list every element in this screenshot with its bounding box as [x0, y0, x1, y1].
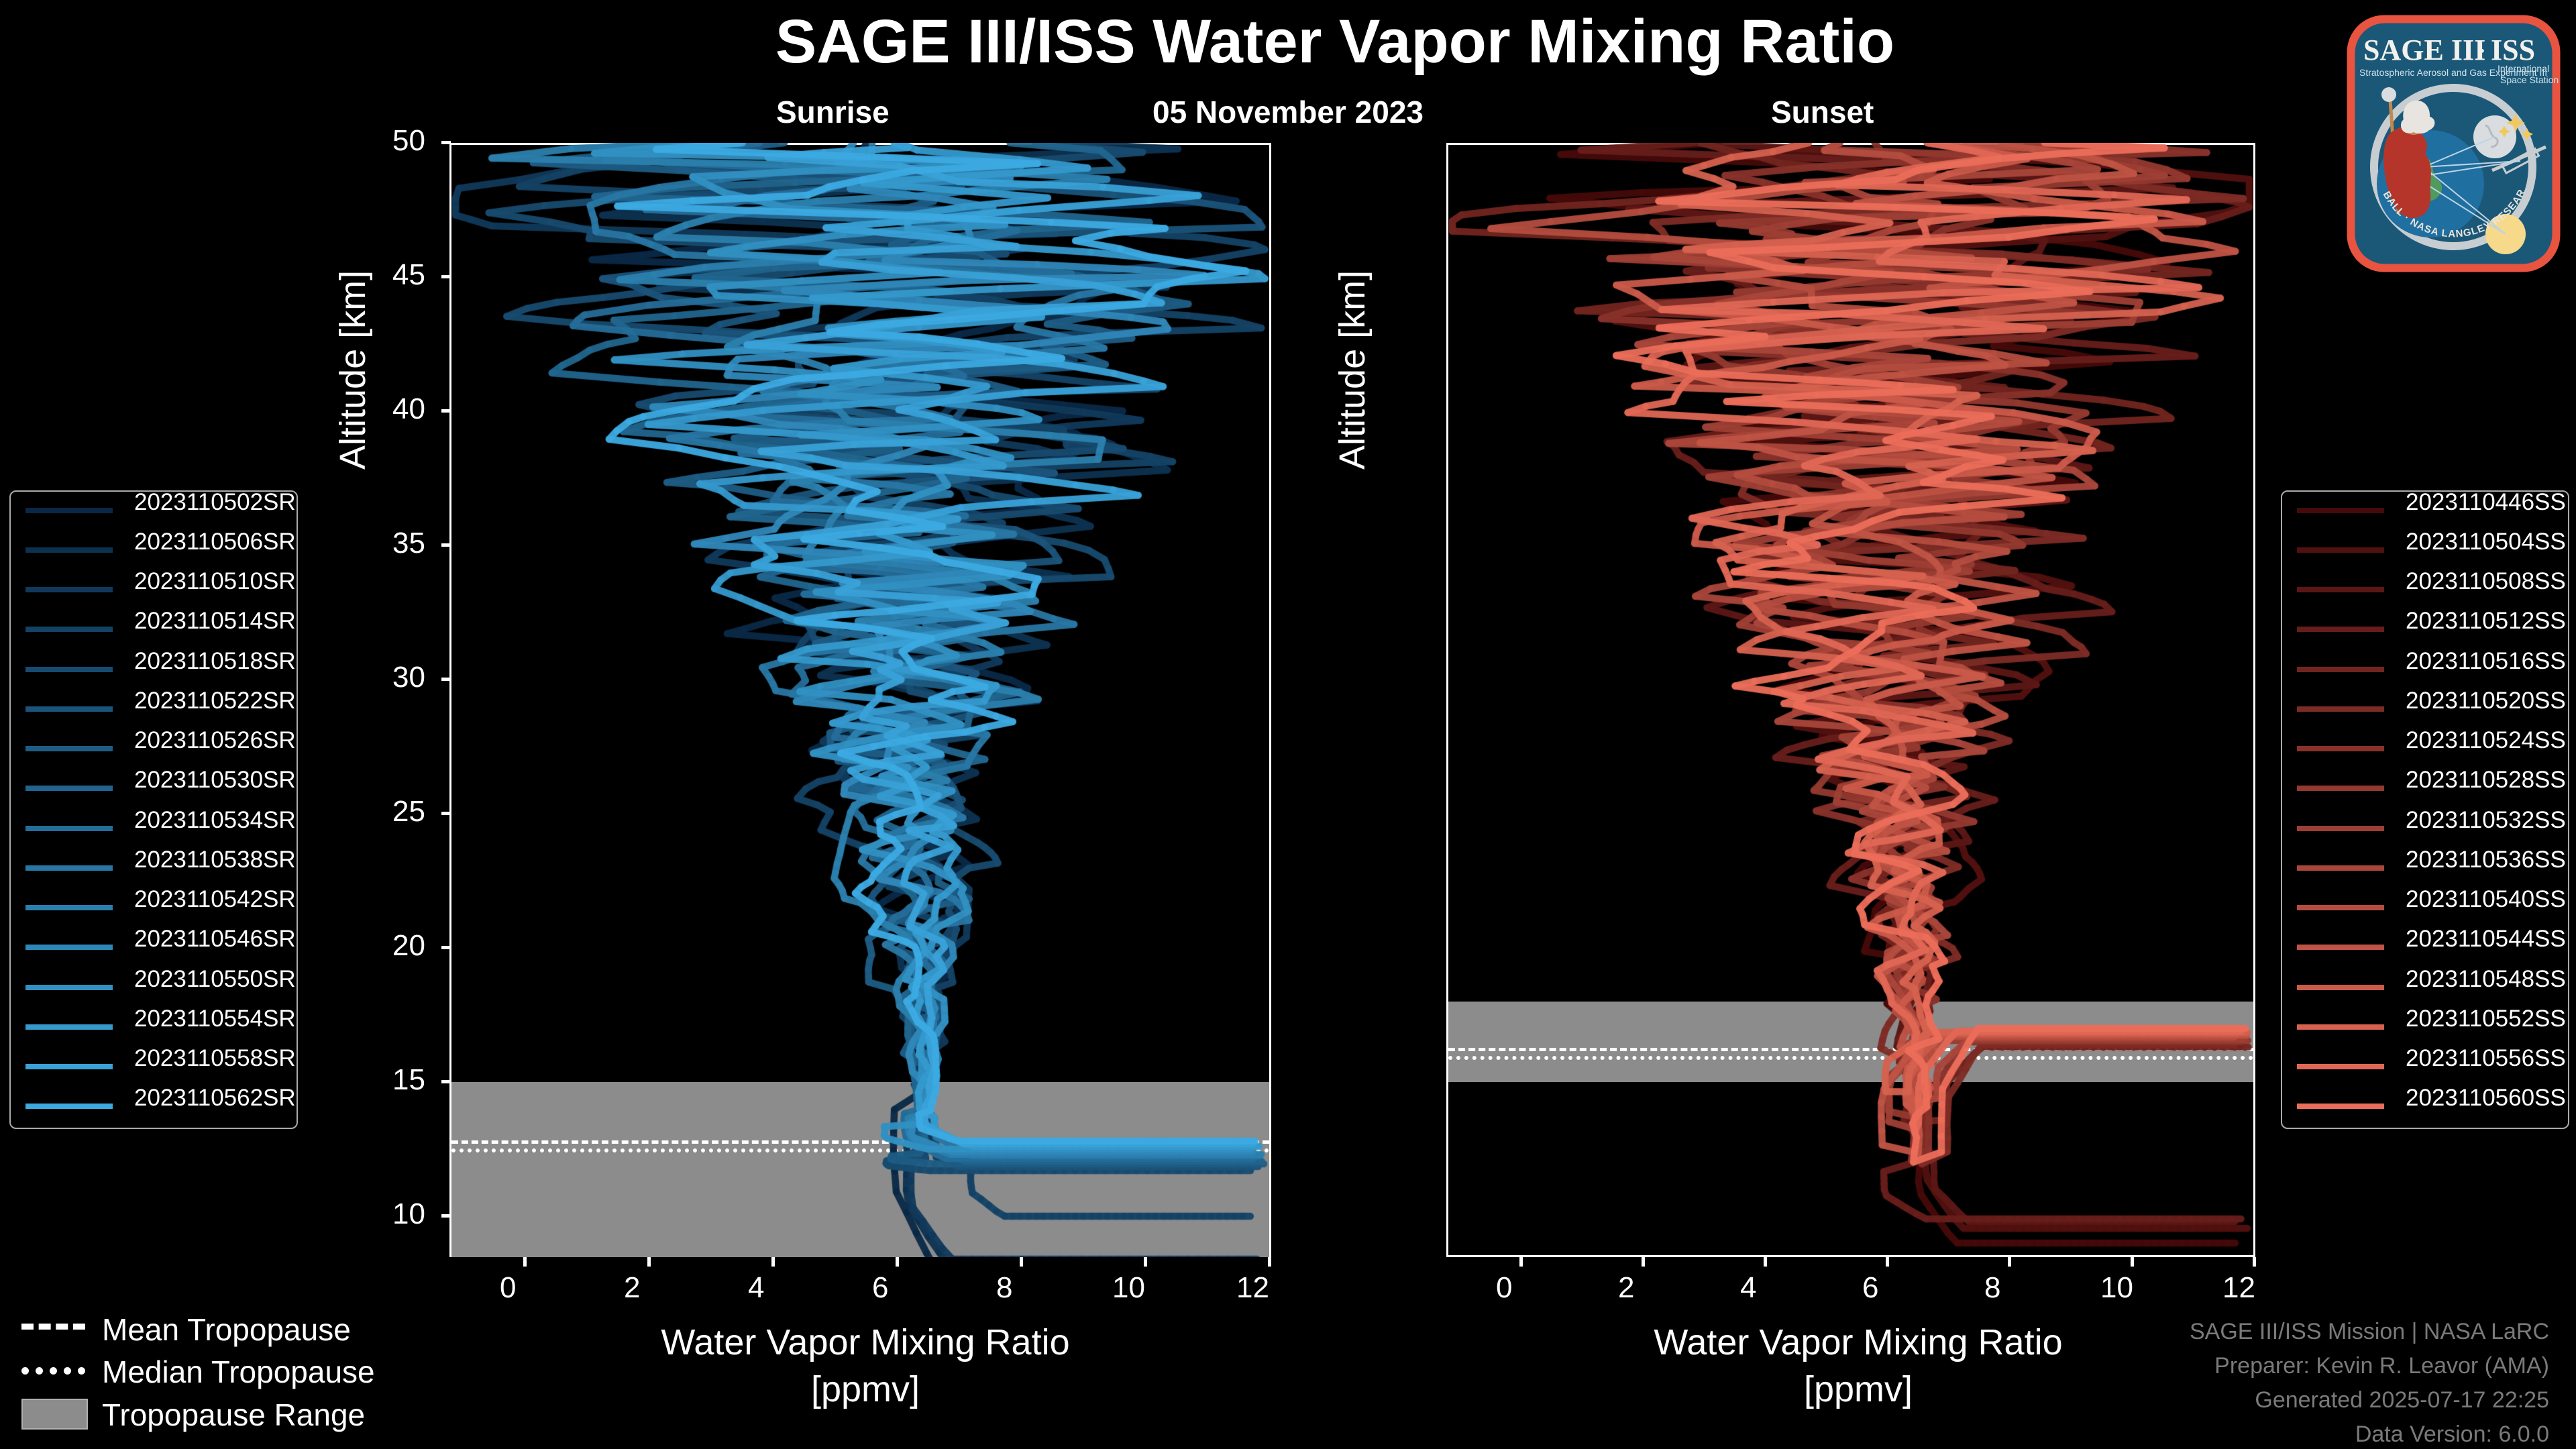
svg-text:·: ·	[2478, 39, 2485, 64]
svg-text:SAGE III: SAGE III	[2363, 34, 2485, 66]
svg-text:Space Station: Space Station	[2500, 74, 2559, 85]
svg-text:ISS: ISS	[2491, 34, 2535, 66]
svg-text:International: International	[2498, 63, 2549, 74]
